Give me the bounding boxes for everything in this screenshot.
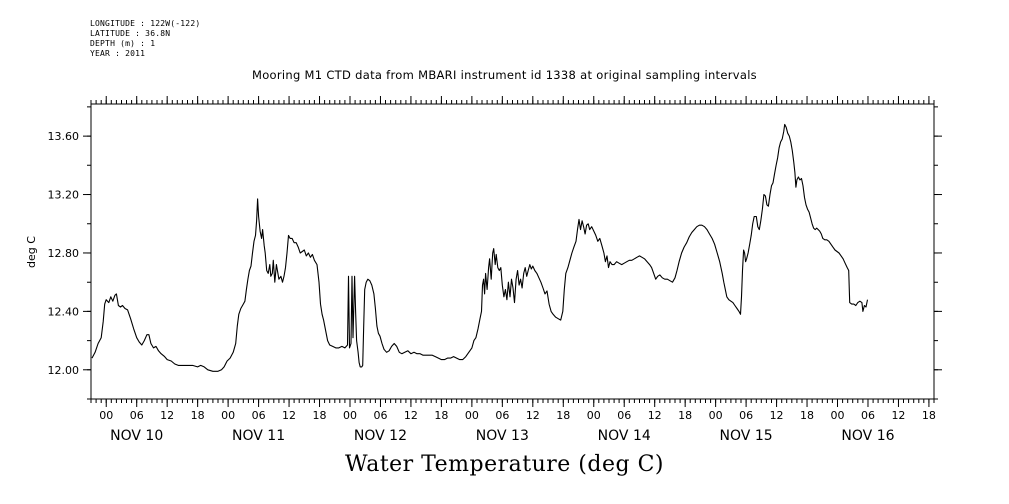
x-tick-label: 00 xyxy=(99,409,113,422)
x-tick-label: 12 xyxy=(648,409,662,422)
series-group xyxy=(91,123,869,372)
metadata-header: LONGITUDE : 122W(-122) LATITUDE : 36.8N … xyxy=(90,19,200,59)
y-tick-label: 12.80 xyxy=(48,247,80,260)
x-tick-label: 00 xyxy=(343,409,357,422)
x-axis-ticks: 00 06 12 18 00 06 12 18 00 06 12 18 00 06 12 18 00 06 12 18… xyxy=(99,96,936,444)
header-longitude: LONGITUDE : 122W(-122) xyxy=(90,19,201,28)
x-tick-label: 06 xyxy=(861,409,875,422)
x-tick-label: 12 xyxy=(526,409,540,422)
x-tick-label: 00 xyxy=(465,409,479,422)
x-tick-label: 18 xyxy=(800,409,814,422)
x-tick-label: 06 xyxy=(495,409,509,422)
x-tick-label: 00 xyxy=(587,409,601,422)
plot-frame xyxy=(90,103,935,400)
x-tick-label: 12 xyxy=(404,409,418,422)
x-tick-label: 06 xyxy=(252,409,266,422)
x-tick-label: 12 xyxy=(891,409,905,422)
x-tick-label: 06 xyxy=(130,409,144,422)
x-tick-label: 18 xyxy=(922,409,936,422)
x-tick-label: 18 xyxy=(191,409,205,422)
x-day-label: NOV 16 xyxy=(841,428,894,444)
x-day-label: NOV 10 xyxy=(110,428,163,444)
series-line xyxy=(91,123,869,372)
y-axis-label: deg C xyxy=(25,236,38,268)
x-day-label: NOV 13 xyxy=(476,428,529,444)
header-depth: DEPTH (m) : 1 xyxy=(90,39,156,48)
x-tick-label: 18 xyxy=(313,409,327,422)
x-tick-label: 06 xyxy=(739,409,753,422)
y-tick-label: 13.20 xyxy=(48,189,80,202)
x-tick-label: 12 xyxy=(770,409,784,422)
x-tick-label: 06 xyxy=(617,409,631,422)
chart-title: Mooring M1 CTD data from MBARI instrumen… xyxy=(252,68,757,82)
y-tick-label: 12.00 xyxy=(48,364,80,377)
x-tick-label: 00 xyxy=(221,409,235,422)
x-tick-label: 18 xyxy=(678,409,692,422)
x-tick-label: 00 xyxy=(831,409,845,422)
minor-ticks xyxy=(87,100,938,403)
y-tick-label: 13.60 xyxy=(48,130,80,143)
x-day-label: NOV 15 xyxy=(720,428,773,444)
x-day-label: NOV 11 xyxy=(232,428,285,444)
x-tick-label: 06 xyxy=(373,409,387,422)
header-latitude: LATITUDE : 36.8N xyxy=(90,29,171,38)
x-tick-label: 18 xyxy=(556,409,570,422)
header-year: YEAR : 2011 xyxy=(90,49,146,58)
x-tick-label: 12 xyxy=(160,409,174,422)
figure-bottom-title: Water Temperature (deg C) xyxy=(345,452,664,477)
x-day-label: NOV 14 xyxy=(598,428,651,444)
x-day-label: NOV 12 xyxy=(354,428,407,444)
x-tick-label: 18 xyxy=(434,409,448,422)
y-tick-label: 12.40 xyxy=(48,305,80,318)
x-tick-label: 00 xyxy=(709,409,723,422)
y-axis-ticks: 12.00 12.40 12.80 13.20 13.60 xyxy=(48,130,942,377)
x-tick-label: 12 xyxy=(282,409,296,422)
minor-tick-marks xyxy=(87,100,938,403)
